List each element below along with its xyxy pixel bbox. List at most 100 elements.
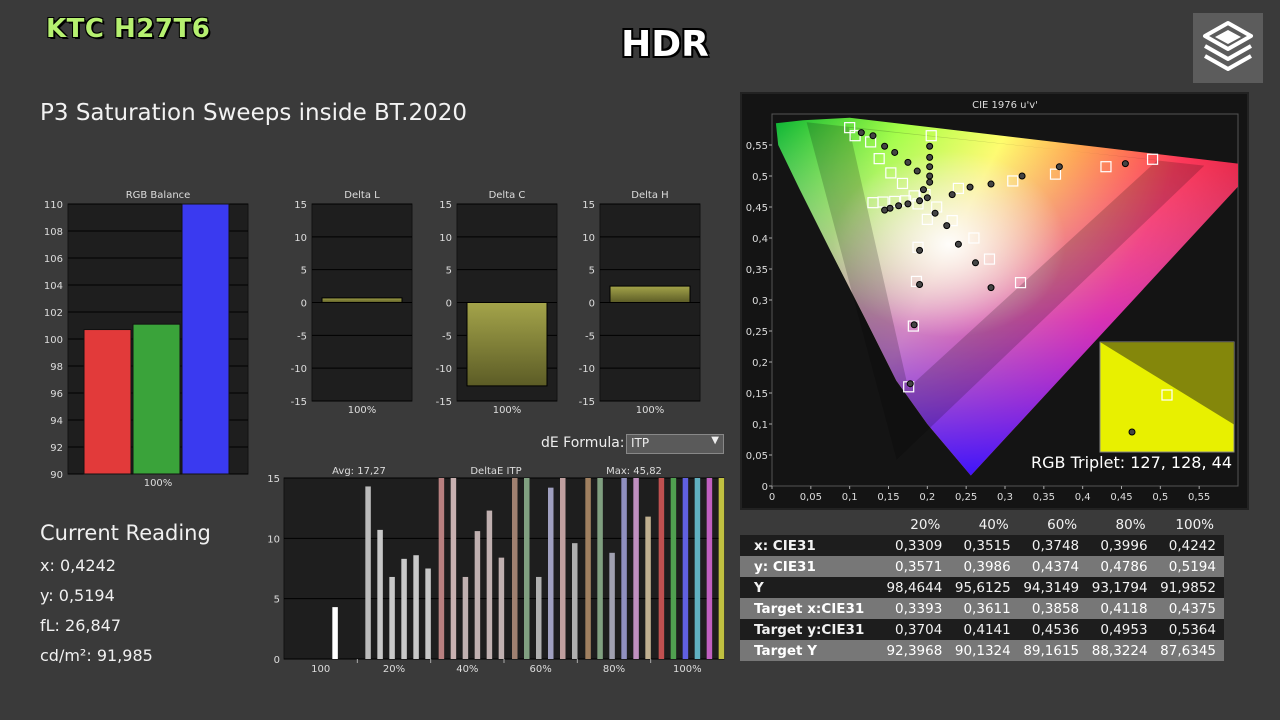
- table-cell: 0,3996: [1100, 537, 1148, 554]
- measured-point: [948, 191, 956, 199]
- target-marker: [921, 213, 933, 226]
- category-label: 100: [311, 664, 330, 675]
- delta-h-chart: Delta H -15 -10 -5 0 5 10 15 100%: [579, 190, 701, 416]
- tick-label: 0,55: [746, 141, 768, 152]
- delta-e-itp-chart: Avg: 17,27 DeltaE ITP Max: 45,82 0 5 10 15 100 2…: [267, 466, 725, 675]
- inset-point: [1128, 428, 1136, 436]
- target-marker: [983, 253, 996, 265]
- de-bar: [706, 478, 713, 659]
- de-bar: [536, 576, 542, 659]
- row-label: Target Y: [754, 642, 817, 659]
- category-label: 100%: [348, 405, 377, 416]
- category-label: 100%: [493, 405, 522, 416]
- de-bar: [498, 557, 505, 659]
- table-cell: 0,4786: [1100, 558, 1148, 575]
- table-cell: 0,4118: [1100, 600, 1148, 617]
- tick-label: -5: [585, 331, 595, 342]
- de-bar: [474, 531, 481, 659]
- chart-title: RGB Balance: [126, 190, 191, 201]
- target-marker: [1049, 168, 1062, 180]
- measured-point: [904, 158, 912, 166]
- de-bar: [401, 558, 407, 659]
- tick-label: 0,3: [752, 296, 768, 307]
- brand-label: KTC H27T6: [46, 14, 211, 44]
- tick-label: 0: [446, 299, 452, 310]
- target-marker: [946, 215, 958, 227]
- tick-label: -15: [436, 397, 452, 408]
- tick-label: 0,35: [1033, 492, 1055, 503]
- chart-title: Delta H: [631, 190, 668, 201]
- hdr-badge: HDR: [621, 24, 709, 65]
- tick-label: 0,5: [1152, 492, 1168, 503]
- measured-point: [926, 142, 934, 150]
- tick-label: 0: [301, 299, 307, 310]
- de-bar: [621, 478, 627, 659]
- measurement-table: 20% 40% 60% 80% 100% x: CIE31 0,3309 0,3515 0,3…: [740, 514, 1224, 661]
- measured-point: [1018, 172, 1026, 180]
- table-cell: 90,1324: [954, 642, 1011, 659]
- measured-point: [916, 197, 924, 205]
- cie-1976-chart: CIE 1976 u'v' 0 0,05 0,1 0,15 0,2 0,25 0,3 0,35 0…: [746, 100, 1239, 503]
- table-header-cell: 60%: [1047, 516, 1078, 533]
- tick-label: 0: [769, 492, 775, 503]
- table-cell: 98,4644: [886, 579, 943, 596]
- table-cell: 91,9852: [1160, 579, 1216, 596]
- measured-point: [895, 202, 903, 210]
- table-cell: 0,3986: [963, 558, 1011, 575]
- measured-point: [916, 281, 924, 288]
- table-cell: 0,3611: [963, 600, 1011, 617]
- measured-point: [886, 204, 894, 212]
- measured-point: [966, 183, 974, 191]
- delta-l-chart: Delta L -15 -10 -5 0 5 10 15 100%: [291, 190, 413, 416]
- tick-label: 0,2: [919, 492, 935, 503]
- tick-label: 98: [50, 362, 63, 373]
- table-cell: 0,3515: [963, 537, 1011, 554]
- tick-label: 0,55: [1188, 492, 1210, 503]
- table-cell: 0,5194: [1168, 558, 1216, 575]
- chart-title: DeltaE ITP: [470, 466, 521, 477]
- tick-label: 15: [267, 474, 280, 485]
- table-cell: 0,4536: [1031, 621, 1080, 638]
- bt2020-ring: [806, 122, 1205, 460]
- measured-point: [923, 194, 931, 202]
- target-marker: [889, 195, 901, 208]
- tick-label: 0: [274, 655, 280, 666]
- table-cell: 87,6345: [1160, 642, 1216, 659]
- de-bar: [332, 607, 338, 659]
- tick-label: 0,15: [877, 492, 899, 503]
- table-cell: 0,3571: [895, 558, 943, 575]
- target-marker: [968, 232, 980, 244]
- de-bar: [682, 478, 689, 659]
- target-marker: [925, 130, 937, 142]
- chart-title: Delta L: [344, 190, 380, 201]
- tick-label: 0,05: [800, 492, 822, 503]
- tick-label: 0: [589, 299, 595, 310]
- table-header-cell: 40%: [978, 516, 1009, 533]
- delta-bar: [609, 285, 691, 304]
- tick-label: 0,1: [752, 420, 768, 431]
- tick-label: 96: [50, 389, 63, 400]
- measured-point: [931, 209, 939, 217]
- measured-point: [916, 246, 924, 254]
- measured-point: [926, 178, 934, 186]
- measured-point: [869, 132, 877, 140]
- measured-point: [881, 142, 889, 150]
- tick-label: 0,25: [746, 327, 768, 338]
- table-cell: 0,4953: [1100, 621, 1148, 638]
- chart-title: Delta C: [489, 190, 526, 201]
- tick-label: 10: [294, 233, 307, 244]
- tick-label: 0,05: [746, 451, 768, 462]
- tick-label: 5: [274, 595, 280, 606]
- tick-label: 90: [50, 470, 63, 481]
- measured-point: [904, 200, 912, 208]
- table-cell: 95,6125: [954, 579, 1011, 596]
- de-bar: [572, 543, 578, 659]
- measured-point: [987, 180, 995, 188]
- de-formula-select[interactable]: ITP ▼: [626, 434, 724, 454]
- de-bar: [670, 478, 677, 659]
- target-marker: [952, 182, 964, 195]
- measured-point: [926, 163, 934, 171]
- tick-label: 0,45: [746, 203, 768, 214]
- table-header-cell: [740, 514, 882, 535]
- table-cell: 0,3858: [1031, 600, 1080, 617]
